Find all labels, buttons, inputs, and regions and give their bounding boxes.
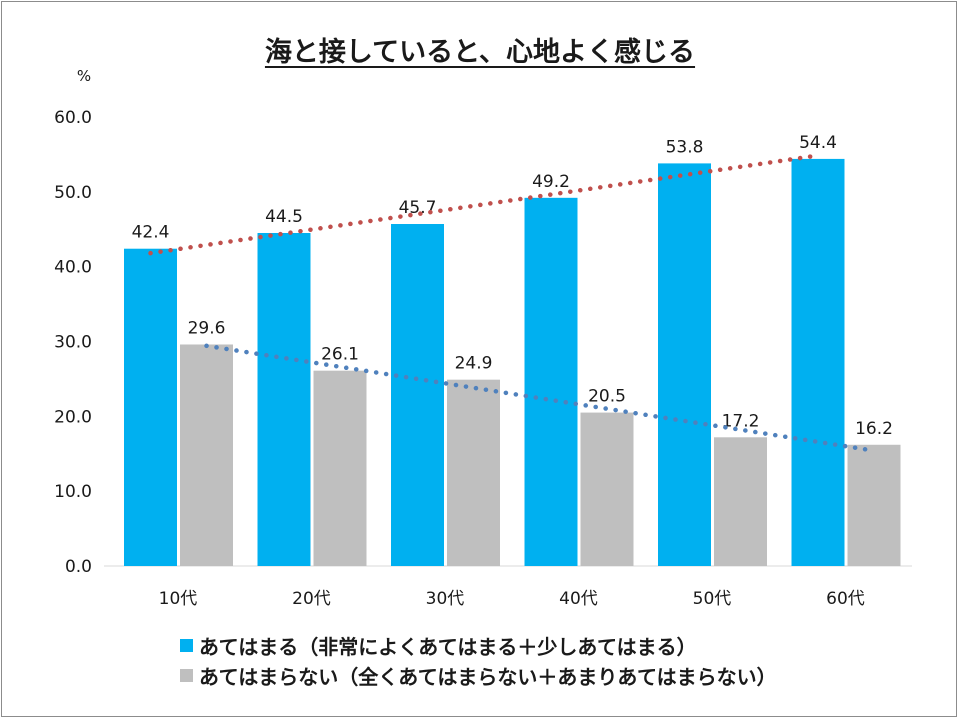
data-label-disagree: 29.6 bbox=[188, 318, 226, 338]
data-label-disagree: 17.2 bbox=[722, 411, 760, 431]
bar-disagree bbox=[714, 437, 767, 566]
data-label-disagree: 20.5 bbox=[588, 387, 626, 407]
data-label-disagree: 16.2 bbox=[855, 419, 893, 439]
y-tick-label: 60.0 bbox=[54, 108, 92, 128]
x-tick-label: 30代 bbox=[426, 589, 465, 609]
bar-agree bbox=[524, 197, 578, 566]
legend-label-agree: あてはまる（非常によくあてはまる＋少しあてはまる） bbox=[199, 634, 697, 659]
data-label-agree: 53.8 bbox=[666, 137, 704, 157]
x-tick-label: 60代 bbox=[826, 589, 865, 609]
legend-item-agree: あてはまる（非常によくあてはまる＋少しあてはまる） bbox=[180, 630, 777, 660]
bar-agree bbox=[124, 248, 177, 566]
bar-disagree bbox=[180, 344, 233, 566]
x-tick-label: 20代 bbox=[292, 589, 331, 609]
trendline-agree bbox=[148, 153, 821, 256]
y-tick-label: 10.0 bbox=[54, 482, 92, 502]
data-label-agree: 44.5 bbox=[265, 207, 303, 227]
legend-label-disagree: あてはまらない（全くあてはまらない＋あまりあてはまらない） bbox=[199, 664, 777, 689]
y-tick-label: 20.0 bbox=[54, 407, 92, 427]
data-label-agree: 49.2 bbox=[532, 172, 570, 192]
chart-title-text: 海と接していると、心地よく感じる bbox=[264, 37, 696, 68]
legend: あてはまる（非常によくあてはまる＋少しあてはまる） あてはまらない（全くあてはま… bbox=[180, 630, 777, 690]
bar-disagree bbox=[447, 379, 500, 566]
bar-agree bbox=[391, 224, 444, 567]
bar-agree bbox=[791, 158, 845, 566]
data-label-agree: 54.4 bbox=[799, 133, 837, 153]
y-tick-label: 50.0 bbox=[54, 183, 92, 203]
y-tick-label: 40.0 bbox=[54, 258, 92, 278]
data-label-agree: 45.7 bbox=[399, 198, 437, 218]
bar-disagree bbox=[313, 370, 367, 566]
bar-agree bbox=[257, 232, 311, 566]
data-label-disagree: 24.9 bbox=[455, 354, 493, 374]
unit-label: % bbox=[77, 67, 91, 85]
x-tick-label: 40代 bbox=[559, 589, 598, 609]
legend-swatch-agree bbox=[180, 638, 193, 652]
data-label-disagree: 26.1 bbox=[321, 345, 359, 365]
trendline-disagree bbox=[204, 343, 877, 453]
bar-disagree bbox=[580, 412, 634, 566]
bar-agree bbox=[658, 163, 711, 566]
y-tick-label: 0.0 bbox=[65, 557, 92, 577]
chart-title: 海と接していると、心地よく感じる bbox=[0, 30, 960, 69]
legend-item-disagree: あてはまらない（全くあてはまらない＋あまりあてはまらない） bbox=[180, 660, 777, 690]
x-tick-label: 10代 bbox=[159, 589, 198, 609]
legend-swatch-disagree bbox=[180, 668, 193, 682]
x-tick-label: 50代 bbox=[693, 589, 732, 609]
bar-disagree bbox=[847, 444, 901, 566]
y-tick-label: 30.0 bbox=[54, 333, 92, 353]
data-label-agree: 42.4 bbox=[132, 223, 170, 243]
